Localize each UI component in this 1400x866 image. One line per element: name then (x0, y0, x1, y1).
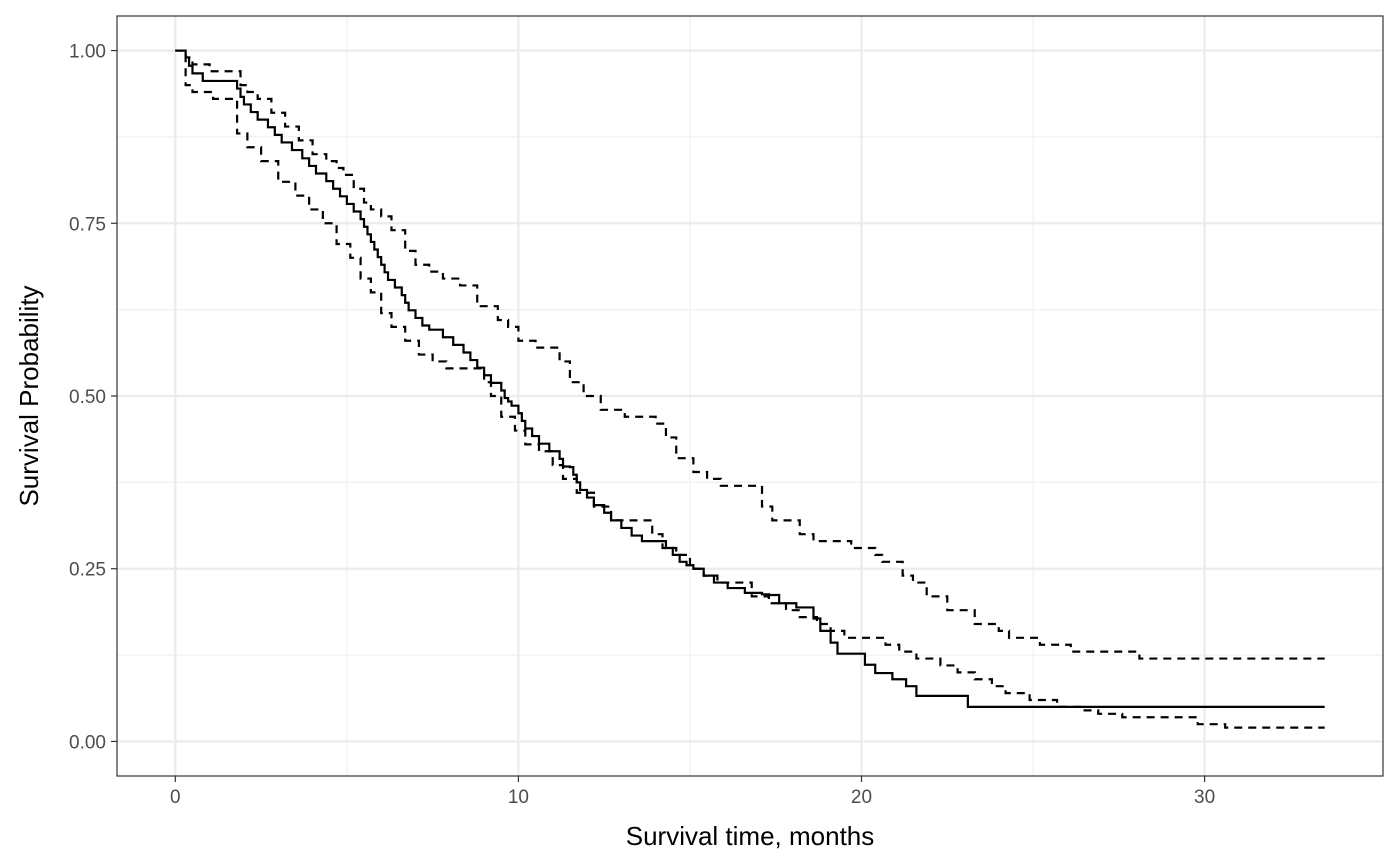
x-axis: 0 10 20 30 (170, 776, 1215, 808)
x-tick-label: 20 (851, 787, 872, 808)
x-tick-label: 10 (508, 787, 529, 808)
y-tick-label: 0.00 (69, 732, 106, 753)
y-tick-label: 0.25 (69, 560, 106, 581)
y-tick-label: 1.00 (69, 42, 106, 63)
survival-curve-line (175, 49, 1325, 709)
y-axis-title: Survival Probability (14, 285, 44, 506)
x-tick-label: 30 (1194, 787, 1215, 808)
x-tick-label: 0 (170, 787, 181, 808)
y-axis: 0.00 0.25 0.50 0.75 1.00 (69, 42, 117, 753)
x-axis-title: Survival time, months (626, 821, 875, 851)
series-layer (175, 49, 1325, 729)
lower-ci-line (175, 49, 1325, 729)
upper-ci-line (175, 49, 1325, 660)
y-tick-label: 0.75 (69, 214, 106, 235)
major-gridlines (117, 16, 1383, 776)
y-tick-label: 0.50 (69, 387, 106, 408)
